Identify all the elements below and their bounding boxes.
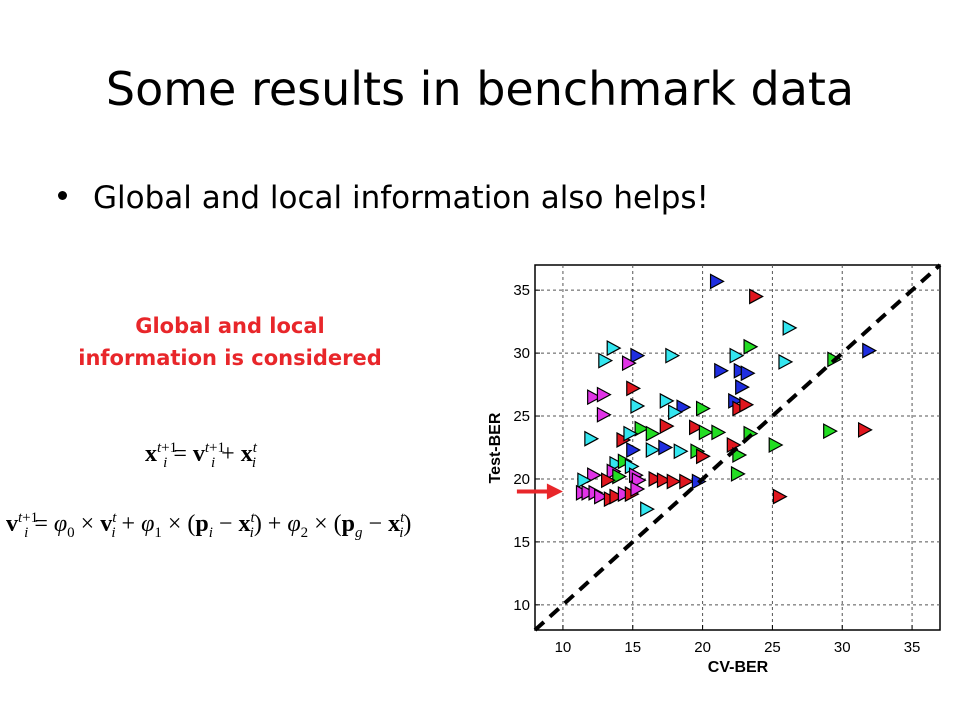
data-point-blue (735, 379, 750, 396)
data-point-blue (626, 442, 642, 459)
data-point-red (695, 448, 711, 465)
data-point-green (634, 420, 650, 437)
data-point-blue (714, 362, 730, 379)
callout-text: Global and local information is consider… (40, 310, 420, 374)
data-point-cyan (630, 397, 646, 414)
data-point-green (695, 400, 711, 417)
y-tick-label: 30 (513, 345, 530, 362)
y-tick-label: 15 (513, 534, 530, 551)
data-point-blue (658, 439, 674, 456)
x-tick-label: 20 (694, 639, 711, 656)
y-tick-label: 25 (513, 408, 530, 425)
data-point-red (601, 472, 616, 489)
data-point-green (711, 424, 727, 441)
data-point-green (612, 468, 628, 485)
data-point-green (743, 338, 759, 355)
data-point-magenta (621, 355, 637, 372)
data-point-magenta (596, 406, 612, 423)
data-point-red (656, 472, 672, 489)
data-point-magenta (630, 481, 646, 498)
red-arrow (516, 483, 563, 500)
data-points (575, 273, 878, 518)
data-point-magenta (587, 467, 602, 484)
data-point-magenta (596, 386, 612, 403)
data-point-green (823, 423, 838, 440)
data-point-cyan (584, 430, 600, 447)
data-point-red (772, 488, 788, 505)
data-point-magenta (631, 472, 647, 489)
data-point-cyan (729, 347, 745, 364)
data-point-cyan (659, 392, 675, 409)
axis-ticks: 10 15 20 25 30 35 10 15 20 25 30 35 (513, 282, 920, 656)
data-point-blue (676, 399, 692, 416)
data-point-green (645, 425, 661, 442)
x-tick-label: 25 (764, 639, 781, 656)
data-point-red (689, 419, 704, 436)
data-point-green (730, 465, 746, 482)
data-point-cyan (673, 443, 689, 460)
data-point-green (732, 447, 748, 464)
x-tick-label: 35 (904, 639, 921, 656)
y-tick-label: 10 (513, 597, 530, 614)
data-point-green (768, 436, 784, 453)
reference-diagonal-line (533, 263, 942, 632)
y-axis-label: Test-BER (487, 412, 504, 483)
x-axis-label: CV-BER (708, 659, 769, 676)
data-point-green (698, 424, 714, 441)
data-point-red (626, 380, 642, 397)
data-point-red (679, 473, 695, 490)
data-point-cyan (640, 501, 655, 518)
callout-line-1: Global and local (135, 314, 325, 338)
data-point-cyan (623, 425, 639, 442)
data-point-red (659, 418, 675, 435)
data-point-cyan (668, 404, 683, 421)
data-point-blue (740, 365, 756, 382)
data-point-blue (630, 347, 646, 364)
data-point-cyan (606, 340, 622, 357)
data-point-red (749, 288, 764, 305)
velocity-update-equation: vt+1i = φ0 × vti + φ1 × (pi − xti) + φ2 … (6, 510, 412, 541)
y-tick-label: 35 (513, 282, 530, 299)
bullet-item: Global and local information also helps! (58, 180, 709, 216)
data-point-red (857, 421, 873, 438)
data-point-red (666, 473, 682, 490)
data-point-cyan (782, 319, 798, 336)
data-point-cyan (645, 442, 661, 459)
data-point-magenta (587, 389, 602, 406)
bullet-text: Global and local information also helps! (93, 180, 709, 216)
x-tick-label: 30 (834, 639, 851, 656)
callout-line-2: information is considered (78, 346, 382, 370)
x-tick-label: 15 (624, 639, 641, 656)
data-point-red (648, 470, 664, 487)
data-point-cyan (598, 352, 614, 369)
slide-title: Some results in benchmark data (105, 62, 855, 116)
arrow-head-icon (546, 483, 563, 500)
data-point-magenta (594, 488, 609, 505)
data-point-cyan (665, 347, 681, 364)
data-point-cyan (778, 353, 794, 370)
y-tick-label: 20 (513, 471, 530, 488)
data-point-blue (709, 273, 725, 290)
data-point-cyan (577, 472, 593, 489)
x-tick-label: 10 (555, 639, 572, 656)
position-update-equation: xt+1i = vt+1i + xti (145, 440, 257, 471)
data-point-red (609, 488, 625, 505)
data-point-blue (862, 342, 878, 359)
bullet-dot-icon (58, 191, 67, 200)
data-point-red (739, 396, 755, 413)
